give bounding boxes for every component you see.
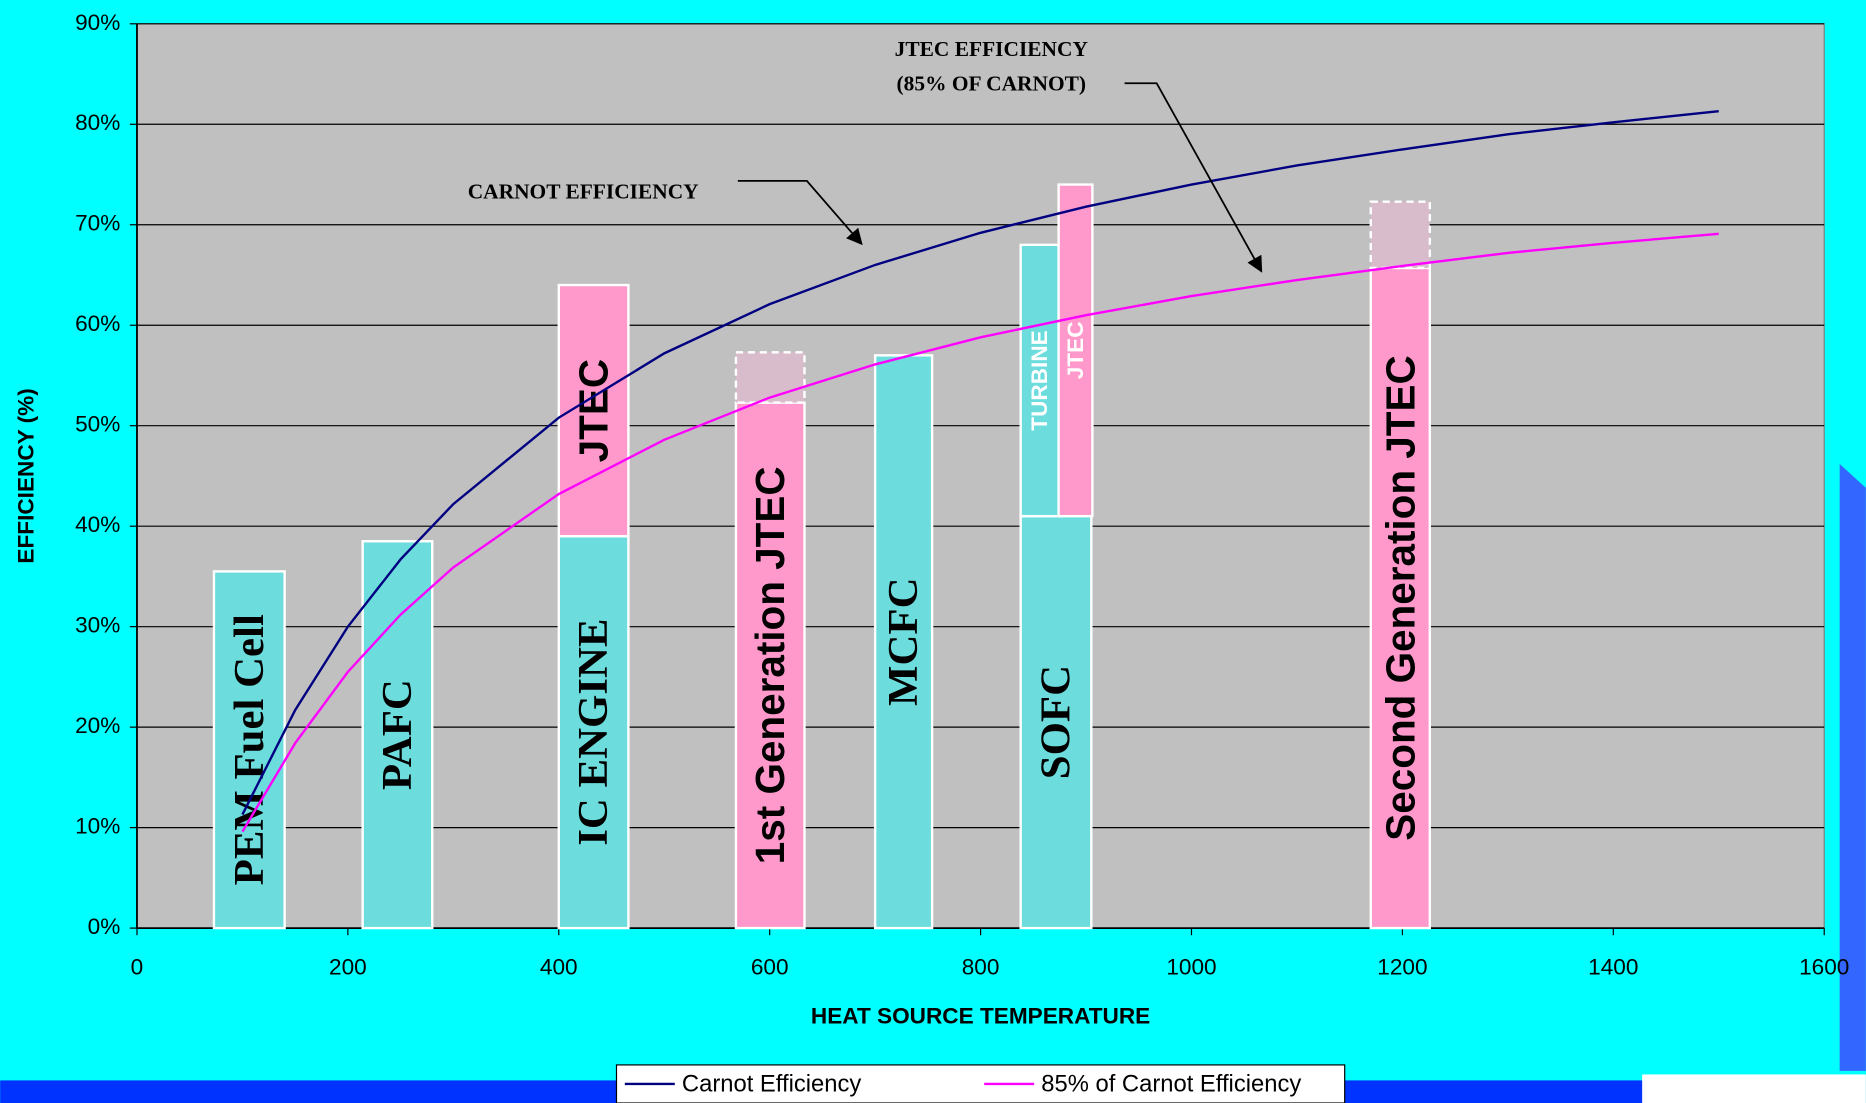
x-tick-label: 800 (962, 955, 1000, 980)
y-axis-label: EFFICIENCY (%) (13, 388, 38, 563)
bar-segment (734, 401, 806, 930)
annotation: (85% OF CARNOT) (897, 71, 1086, 95)
y-tick-label: 80% (75, 110, 120, 135)
y-tick-label: 70% (75, 211, 120, 236)
bar-label: PAFC (374, 679, 421, 790)
y-tick-label: 60% (75, 311, 120, 336)
bar-segment (1369, 266, 1432, 930)
bar-label: 1st Generation JTEC (747, 466, 793, 864)
bar-label: JTEC (571, 359, 617, 462)
right-band (1839, 464, 1866, 1071)
annotation-arrow (737, 179, 863, 246)
bar-segment (1369, 200, 1432, 270)
bar-label: Second Generation JTEC (1377, 355, 1423, 840)
y-tick-label: 0% (88, 914, 121, 939)
y-tick-label: 50% (75, 412, 120, 437)
x-axis-label: HEAT SOURCE TEMPERATURE (811, 1003, 1150, 1028)
bar-label: SOFC (1032, 665, 1079, 779)
y-tick-label: 10% (75, 814, 120, 839)
x-tick-label: 200 (329, 955, 367, 980)
bar-segment (212, 570, 286, 930)
corner-box (1642, 1074, 1866, 1103)
plot-area: 0% 10% 20% 30% 40% 50% 60% 70% 80% 90% 0 200 400 600 8… (75, 10, 1849, 980)
legend-items: Carnot Efficiency 85% of Carnot Efficienc… (624, 1070, 1301, 1097)
x-tick-label: 600 (751, 955, 789, 980)
legend-label: Carnot Efficiency (682, 1070, 861, 1097)
line-series (241, 110, 1719, 816)
bar-label: JTEC (1063, 321, 1088, 379)
bar-label: MCFC (880, 578, 927, 706)
bar-label: IC ENGINE (570, 619, 617, 846)
x-tick-label: 1200 (1377, 955, 1427, 980)
y-tick-label: 90% (75, 10, 120, 35)
annotation: JTEC EFFICIENCY (895, 37, 1089, 61)
bar-segment (557, 535, 630, 930)
annotation-arrow (1124, 82, 1263, 273)
bar-segment (557, 283, 630, 538)
y-tick-label: 20% (75, 713, 120, 738)
legend-label: 85% of Carnot Efficiency (1041, 1070, 1301, 1097)
x-tick-label: 400 (540, 955, 578, 980)
bar-label: PEM Fuel Cell (226, 614, 273, 885)
line-series (241, 232, 1719, 833)
bar-segment (734, 351, 806, 404)
bar-segment (873, 354, 934, 930)
bar-segment (361, 540, 434, 930)
bar-label: TURBINE (1027, 330, 1052, 430)
y-tick-label: 30% (75, 613, 120, 638)
legend (615, 1064, 1346, 1103)
x-tick-label: 1400 (1588, 955, 1638, 980)
x-tick-label: 0 (131, 955, 144, 980)
x-tick-label: 1600 (1799, 955, 1849, 980)
y-tick-label: 40% (75, 512, 120, 537)
x-tick-label: 1000 (1166, 955, 1216, 980)
bar-segment (1057, 183, 1094, 518)
annotation: CARNOT EFFICIENCY (468, 180, 699, 204)
bar-segment (1019, 243, 1060, 518)
bar-segment (1019, 514, 1093, 930)
